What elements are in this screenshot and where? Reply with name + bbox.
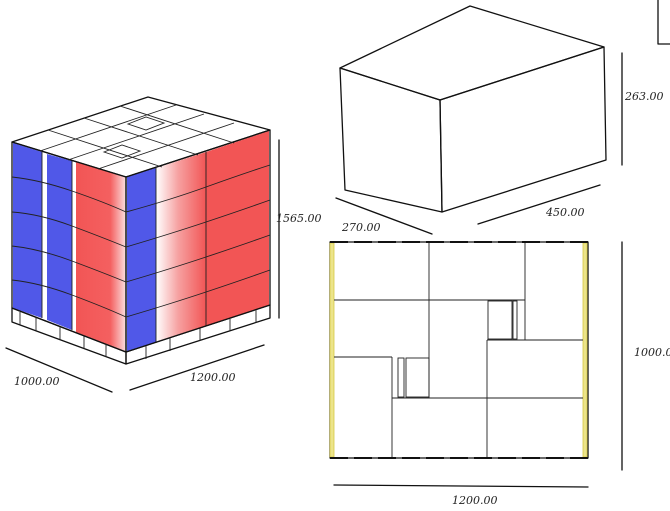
pallet-top-gap-1 bbox=[126, 116, 166, 131]
top-view-width-dim-line bbox=[333, 484, 589, 488]
loaded-pallet: 1565.00 1000.00 1200.00 bbox=[5, 96, 322, 393]
box-top-face bbox=[339, 5, 605, 101]
top-view-gap-2 bbox=[512, 300, 518, 340]
pallet-top-face bbox=[11, 96, 271, 178]
top-view-layout: 1000.00 1200.00 bbox=[329, 241, 670, 507]
top-view-gap-3 bbox=[405, 357, 430, 398]
pallet-length-label: 1200.00 bbox=[190, 371, 236, 384]
pallet-length-dim-line bbox=[129, 344, 265, 391]
box-height-label: 263.00 bbox=[624, 90, 664, 103]
box-width-dim-line bbox=[335, 197, 433, 235]
top-view-right-strip bbox=[582, 242, 588, 458]
pallet-left-red-col bbox=[76, 162, 125, 351]
pallet-top-gap-2 bbox=[102, 144, 142, 159]
top-view-gap-1 bbox=[487, 300, 513, 340]
top-view-left-strip bbox=[329, 242, 335, 458]
top-view-gap-4 bbox=[397, 357, 405, 398]
top-view-height-label: 1000.00 bbox=[634, 346, 670, 359]
pallet-base-right bbox=[125, 304, 271, 365]
box-length-dim-line bbox=[477, 184, 601, 225]
corner-frame-fragment bbox=[657, 0, 670, 45]
pallet-left-blue-col-1 bbox=[13, 143, 42, 318]
pallet-right-red-col-2 bbox=[206, 131, 269, 326]
pallet-left-blue-col-2 bbox=[47, 154, 72, 330]
pallet-right-blue-col bbox=[127, 168, 156, 351]
box-side-face bbox=[439, 46, 607, 213]
box-length-label: 450.00 bbox=[545, 206, 585, 219]
top-view-width-label: 1200.00 bbox=[452, 494, 498, 507]
pallet-right-red-col-1 bbox=[156, 152, 206, 342]
pallet-height-label: 1565.00 bbox=[276, 212, 322, 225]
box-width-label: 270.00 bbox=[341, 221, 381, 234]
single-box: 263.00 270.00 450.00 bbox=[335, 5, 664, 235]
pallet-width-label: 1000.00 bbox=[14, 375, 60, 388]
pallet-width-dim-line bbox=[5, 347, 113, 393]
box-front-face bbox=[339, 67, 443, 213]
top-view-outline bbox=[329, 241, 589, 459]
